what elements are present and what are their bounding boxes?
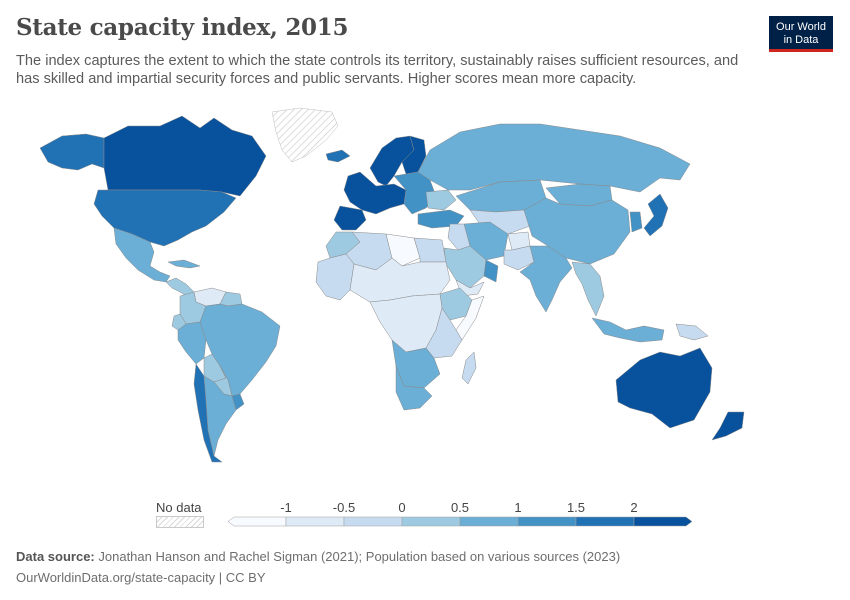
country-korea[interactable] — [629, 211, 643, 233]
country-ukraine[interactable] — [425, 189, 457, 211]
country-southeast-asia[interactable] — [571, 261, 605, 317]
country-brazil[interactable] — [199, 303, 281, 397]
legend-no-data-swatch — [156, 516, 204, 528]
country-indonesia[interactable] — [591, 317, 665, 343]
country-united-states[interactable] — [93, 189, 237, 247]
legend-bin[interactable] — [459, 516, 519, 527]
country-alaska[interactable] — [39, 133, 105, 171]
legend-bin[interactable] — [227, 516, 287, 527]
legend-tick-label: 0 — [398, 500, 405, 515]
country-iceland[interactable] — [325, 149, 351, 163]
data-source-label: Data source: — [16, 549, 95, 564]
country-canada[interactable] — [103, 115, 267, 197]
country-argentina[interactable] — [203, 375, 237, 457]
country-new-zealand[interactable] — [711, 411, 745, 441]
legend-no-data-label: No data — [156, 500, 202, 515]
country-india[interactable] — [519, 245, 573, 313]
legend-tick-label: 0.5 — [451, 500, 469, 515]
legend-bin[interactable] — [517, 516, 577, 527]
legend-tick-label: -1 — [280, 500, 292, 515]
data-source: Data source: Jonathan Hanson and Rachel … — [16, 549, 620, 564]
legend-tick-label: 2 — [630, 500, 637, 515]
legend-bin[interactable] — [633, 516, 693, 527]
data-source-text: Jonathan Hanson and Rachel Sigman (2021)… — [98, 549, 621, 564]
owid-logo[interactable]: Our World in Data — [769, 16, 833, 52]
legend-bin[interactable] — [575, 516, 635, 527]
logo-line-2: in Data — [783, 34, 819, 46]
country-oman-and-uae[interactable] — [483, 259, 499, 283]
legend-tick-label: 1.5 — [567, 500, 585, 515]
country-peru[interactable] — [177, 321, 207, 365]
legend-tick-label: -0.5 — [333, 500, 355, 515]
country-east-africa[interactable] — [425, 307, 463, 359]
country-papua-new-guinea[interactable] — [675, 323, 709, 341]
country-west-africa[interactable] — [315, 253, 355, 301]
color-legend: -1 -0.5 0 0.5 1 1.5 2 — [227, 500, 693, 527]
country-western-europe[interactable] — [343, 171, 407, 215]
country-australia[interactable] — [615, 347, 713, 429]
legend-bin[interactable] — [285, 516, 345, 527]
chart-title: State capacity index, 2015 — [16, 14, 349, 41]
legend-bin[interactable] — [401, 516, 461, 527]
world-map[interactable] — [0, 100, 850, 480]
country-russia[interactable] — [417, 123, 691, 193]
country-south-africa[interactable] — [395, 365, 433, 411]
country-madagascar[interactable] — [461, 351, 477, 385]
logo-line-1: Our World — [776, 21, 826, 33]
legend-tick-label: 1 — [514, 500, 521, 515]
legend-bin[interactable] — [343, 516, 403, 527]
chart-subtitle: The index captures the extent to which t… — [16, 53, 739, 87]
country-spain[interactable] — [333, 205, 367, 231]
country-greenland[interactable] — [271, 107, 339, 163]
country-libya[interactable] — [385, 233, 421, 267]
country-cuba[interactable] — [167, 259, 201, 269]
country-japan[interactable] — [643, 193, 669, 237]
country-mexico[interactable] — [113, 227, 171, 283]
source-url-link[interactable]: OurWorldinData.org/state-capacity | CC B… — [16, 570, 266, 585]
